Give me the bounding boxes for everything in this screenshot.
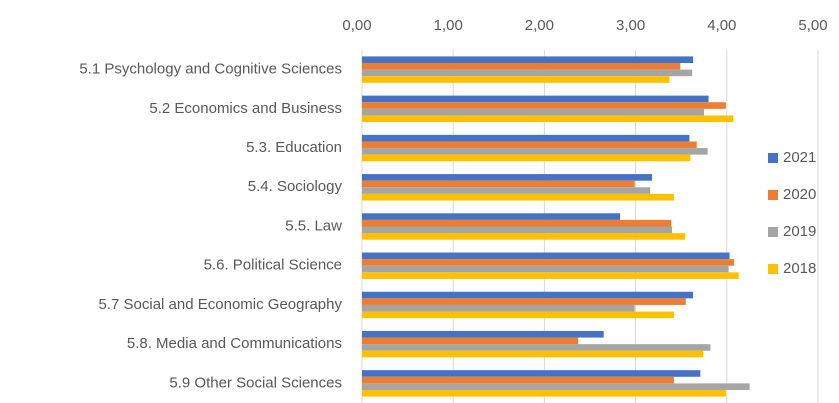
- x-tick-label: 5,00: [798, 17, 827, 34]
- bar: [362, 389, 726, 397]
- bar: [362, 180, 635, 188]
- bar: [362, 115, 734, 123]
- bar: [362, 134, 690, 142]
- bar: [362, 265, 729, 273]
- bar: [362, 259, 735, 266]
- bar: [362, 337, 579, 345]
- bar: [362, 298, 686, 305]
- y-tick-label: 5.2 Economics and Business: [149, 100, 342, 117]
- y-tick-label: 5.1 Psychology and Cognitive Sciences: [79, 61, 342, 78]
- bar: [362, 344, 711, 351]
- legend-swatch: [768, 264, 778, 274]
- bar: [362, 252, 730, 260]
- y-tick-label: 5.4. Sociology: [248, 178, 343, 195]
- x-tick-label: 3,00: [616, 17, 645, 34]
- x-tick-label: 4,00: [707, 17, 736, 34]
- bar: [362, 233, 685, 240]
- legend-swatch: [768, 227, 778, 237]
- legend-swatch: [768, 153, 778, 163]
- bar: [362, 383, 750, 390]
- bar: [362, 56, 694, 64]
- bar: [362, 154, 691, 162]
- bar: [362, 102, 726, 109]
- bar: [362, 148, 708, 155]
- bar: [362, 69, 693, 77]
- x-tick-label: 2,00: [525, 17, 554, 34]
- bar: [362, 376, 674, 384]
- bar: [362, 63, 681, 70]
- legend-swatch: [768, 190, 778, 200]
- bar: [362, 141, 697, 149]
- y-tick-label: 5.7 Social and Economic Geography: [99, 296, 343, 313]
- bar: [362, 219, 672, 227]
- legend-label: 2018: [783, 260, 816, 277]
- bar: [362, 108, 704, 116]
- legend-label: 2019: [783, 223, 816, 240]
- x-tick-label: 1,00: [434, 17, 463, 34]
- bar: [362, 272, 739, 279]
- bar: [362, 193, 674, 201]
- y-tick-label: 5.5. Law: [285, 217, 342, 234]
- bar: [362, 76, 670, 83]
- x-tick-label: 0,00: [342, 17, 371, 34]
- bar: [362, 291, 694, 299]
- bar: [362, 95, 709, 103]
- bar: [362, 187, 651, 194]
- legend-label: 2021: [783, 149, 816, 166]
- y-tick-label: 5.8. Media and Communications: [127, 335, 342, 352]
- y-tick-label: 5.3. Education: [246, 139, 342, 156]
- bar: [362, 304, 635, 312]
- legend-label: 2020: [783, 186, 816, 203]
- bar: [362, 174, 653, 181]
- bar: [362, 330, 604, 338]
- bar: [362, 350, 704, 358]
- bar: [362, 213, 621, 220]
- y-tick-label: 5.9 Other Social Sciences: [169, 374, 342, 391]
- y-tick-label: 5.6. Political Science: [204, 257, 342, 274]
- bar: [362, 370, 701, 377]
- bar: [362, 311, 674, 319]
- bar: [362, 226, 673, 234]
